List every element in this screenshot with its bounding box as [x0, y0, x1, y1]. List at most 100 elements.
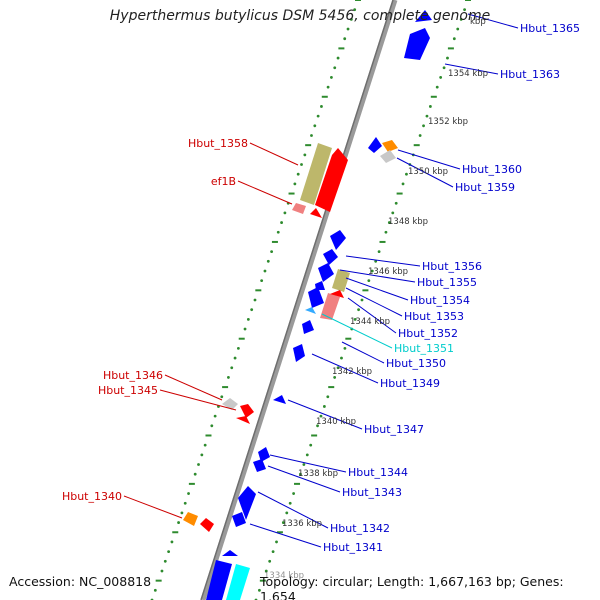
- leader-line: [287, 399, 363, 430]
- guide-dot: [336, 56, 340, 60]
- guide-dot: [336, 366, 340, 370]
- guide-dot: [276, 230, 280, 234]
- genome-backbone: [200, 0, 398, 600]
- guide-dot: [163, 559, 167, 563]
- guide-dot: [401, 182, 405, 186]
- guide-dot: [370, 269, 374, 273]
- guide-dot: [452, 37, 456, 41]
- gene-label-right: Hbut_1349: [380, 377, 440, 390]
- gene-bottom-cyan: [226, 564, 250, 600]
- backbone-line: [200, 0, 398, 600]
- guide-dot: [309, 443, 313, 447]
- guide-dot: [187, 492, 190, 495]
- leader-line: [311, 353, 379, 384]
- inner-dotted-line: [254, 0, 471, 600]
- gene-label-left: Hbut_1340: [62, 490, 122, 503]
- gene-label-left: Hbut_1358: [188, 137, 248, 150]
- leader-line: [396, 157, 454, 188]
- gene-bottom-blue-head: [222, 550, 238, 556]
- guide-dot: [213, 414, 217, 418]
- guide-dot: [384, 230, 388, 234]
- gene-label-right: Hbut_1353: [404, 310, 464, 323]
- guide-dot: [227, 376, 230, 379]
- gene-hbut-1352: [308, 287, 324, 308]
- guide-dot: [459, 17, 463, 21]
- gene-hbut-1344: [258, 447, 270, 462]
- gene-ef1b-arrow: [310, 208, 322, 218]
- guide-dot: [456, 27, 460, 31]
- gene-label-left: Hbut_1345: [98, 384, 158, 397]
- tick-label: 1334 kbp: [264, 571, 304, 581]
- guide-dot: [260, 279, 264, 283]
- gene-hbut-1347: [273, 395, 286, 404]
- guide-dot: [268, 559, 272, 563]
- gene-hbut-1345: [240, 404, 254, 418]
- guide-dot: [322, 405, 326, 408]
- leader-line: [267, 465, 341, 493]
- gene-label-left: Hbut_1346: [103, 369, 163, 382]
- guide-dot: [243, 327, 247, 331]
- leader-line: [269, 454, 347, 473]
- gene-label-right: Hbut_1341: [323, 541, 383, 554]
- leader-line: [345, 255, 421, 267]
- leader-line: [237, 180, 293, 205]
- guide-dot: [180, 511, 184, 515]
- tick-label: 1350 kbp: [408, 167, 448, 177]
- tick-label: 1352 kbp: [428, 117, 468, 127]
- gene-pink-1353: [320, 293, 340, 320]
- guide-dot: [333, 66, 337, 70]
- guide-dot: [319, 414, 323, 418]
- guide-dot: [346, 27, 350, 31]
- guide-dot: [302, 463, 306, 466]
- map-title: Hyperthermus butylicus DSM 5456, complet…: [109, 8, 491, 24]
- label-leader-lines: [123, 13, 519, 548]
- tick-label: 1342 kbp: [332, 367, 372, 377]
- guide-dot: [183, 501, 187, 505]
- guide-dot: [316, 114, 320, 118]
- gene-hbut-1355: [323, 249, 338, 265]
- gene-hbut-1365: [404, 28, 430, 60]
- guide-dot: [250, 308, 254, 312]
- guide-dot: [320, 105, 323, 108]
- gene-label-right: Hbut_1343: [342, 486, 402, 499]
- leader-line: [341, 341, 385, 364]
- gene-hbut-1349: [293, 344, 305, 362]
- gene-hbut-1345-b: [236, 416, 250, 424]
- guide-dot: [463, 8, 466, 12]
- backbone-shade: [200, 0, 394, 600]
- guide-dot: [343, 346, 347, 350]
- guide-dot: [330, 76, 333, 79]
- guide-dot: [340, 356, 343, 360]
- gene-label-right: Hbut_1356: [422, 260, 482, 273]
- guide-dot: [270, 250, 274, 254]
- guide-dot: [233, 356, 237, 360]
- gene-label-right: Hbut_1365: [520, 22, 580, 35]
- guide-dot: [160, 569, 164, 573]
- gene-red-1354: [330, 290, 344, 298]
- guide-dot: [422, 124, 425, 128]
- leader-line: [123, 495, 183, 519]
- gene-label-right: Hbut_1350: [386, 357, 446, 370]
- guide-dot: [425, 114, 429, 118]
- tick-label: 1354 kbp: [448, 69, 488, 79]
- guide-dot: [353, 317, 357, 321]
- guide-dot: [266, 259, 270, 263]
- outer-dotted-line: [150, 0, 361, 600]
- gene-label-left: ef1B: [211, 175, 236, 188]
- guide-dot: [418, 134, 422, 137]
- gene-label-right: Hbut_1342: [330, 522, 390, 535]
- gene-label-right: Hbut_1351: [394, 342, 454, 355]
- guide-dot: [275, 540, 278, 544]
- gene-hbut-1351: [305, 307, 316, 314]
- guide-dot: [333, 376, 337, 379]
- gene-label-right: Hbut_1359: [455, 181, 515, 194]
- guide-dot: [170, 540, 174, 544]
- gene-hbut-1340: [183, 512, 198, 526]
- guide-dot: [236, 346, 240, 350]
- guide-dot: [253, 298, 257, 302]
- leader-line: [345, 277, 409, 301]
- gene-hbut-1340-b: [200, 518, 214, 532]
- guide-dot: [446, 56, 449, 60]
- gene-label-right: Hbut_1363: [500, 68, 560, 81]
